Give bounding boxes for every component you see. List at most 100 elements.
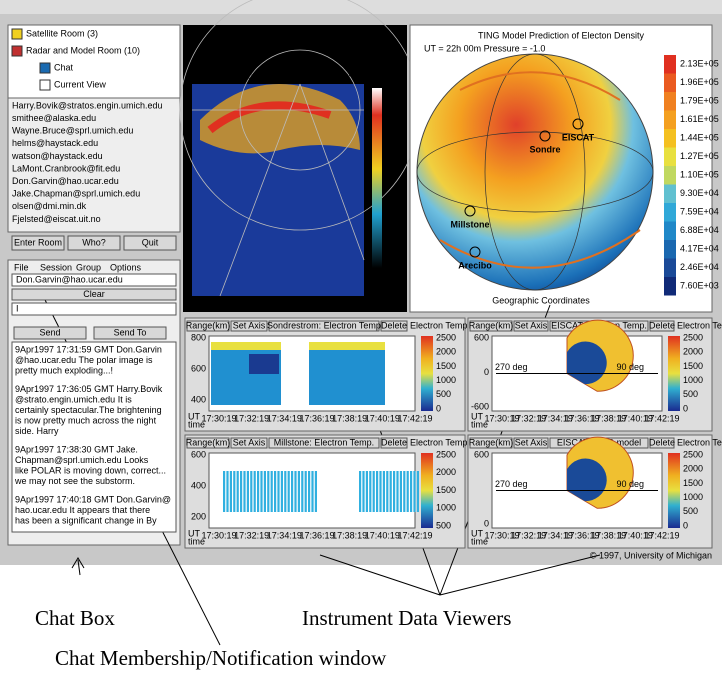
site-label: Sondre (529, 144, 560, 154)
data-bar (226, 471, 228, 512)
image-scale: 0 (386, 258, 391, 268)
viewer-button-label: Range(km) (186, 437, 231, 447)
chat-line: 9Apr1997 17:31:59 GMT Don.Garvin (15, 344, 162, 354)
y-tick-label: 400 (191, 394, 206, 404)
member: helms@haystack.edu (12, 138, 98, 148)
y-tick-label: 200 (191, 511, 206, 521)
x-tick-label: 17:42:19 (397, 413, 432, 423)
model-scale-swatch (664, 203, 676, 222)
chat-line: 9Apr1997 17:36:05 GMT Harry.Bovik (15, 384, 163, 394)
x-tick-label: 17:32:19 (234, 530, 269, 540)
data-block (309, 342, 385, 405)
model-scale-label: 7.60E+03 (680, 280, 719, 290)
model-scale-label: 2.46E+04 (680, 262, 719, 272)
model-scale-label: 9.30E+04 (680, 188, 719, 198)
data-bar (417, 471, 419, 512)
chat-line: @hao.ucar.edu The polar image is (15, 355, 153, 365)
model-scale-swatch (664, 55, 676, 74)
data-bar (301, 471, 303, 512)
member: Harry.Bovik@stratos.engin.umich.edu (12, 100, 163, 110)
data-bar (291, 471, 293, 512)
y-tick-label: 600 (191, 449, 206, 459)
model-scale-swatch (664, 222, 676, 241)
data-bar (281, 471, 283, 512)
model-scale-swatch (664, 259, 676, 278)
model-scale-swatch (664, 129, 676, 148)
chat-line: has been a significant change in By (15, 515, 157, 525)
angle-label: 270 deg (495, 362, 528, 372)
data-bar (410, 471, 412, 512)
colorbar-tick: 2500 (683, 332, 703, 342)
chat-line: side. Harry (15, 426, 59, 436)
data-bar (288, 471, 290, 512)
site-label: Millstone (450, 219, 489, 229)
x-tick-label: 17:36:19 (299, 413, 334, 423)
colorbar-tick: 1000 (436, 503, 456, 513)
room-icon (12, 46, 22, 56)
colorbar-tick: 2000 (683, 347, 703, 357)
model-scale-swatch (664, 185, 676, 204)
model-scale-swatch (664, 74, 676, 93)
room-icon (40, 63, 50, 73)
globe (417, 54, 653, 290)
room-icon (12, 29, 22, 39)
annotation: Chat Box (35, 606, 115, 630)
viewer-colorbar (421, 453, 433, 528)
data-bar (362, 471, 364, 512)
screenshot: Satellite Room (3)Radar and Model Room (… (0, 0, 722, 673)
clear-button-label: Clear (83, 289, 105, 299)
colorbar-tick: 0 (436, 403, 441, 413)
angle-label: 90 deg (617, 362, 645, 372)
data-bar (315, 471, 317, 512)
data-bar (254, 471, 256, 512)
data-bar (396, 471, 398, 512)
data-bar (305, 471, 307, 512)
data-bar (403, 471, 405, 512)
image-colorbar (372, 88, 382, 268)
chat-button-label: Send To (114, 327, 147, 337)
colorbar-tick: 1500 (683, 478, 703, 488)
model-scale-label: 4.17E+04 (680, 243, 719, 253)
x-tick-label: 17:32:19 (234, 413, 269, 423)
x-tick-label: 17:30:19 (201, 413, 236, 423)
data-bar (267, 471, 269, 512)
room-item: Satellite Room (3) (26, 28, 98, 38)
model-scale-label: 7.59E+04 (680, 206, 719, 216)
image-scale: 30 (386, 129, 396, 139)
data-bar (393, 471, 395, 512)
viewer-button-label: Set Axis (233, 320, 266, 330)
colorbar-tick: 500 (436, 520, 451, 530)
colorbar-tick: 2000 (436, 467, 456, 477)
x-tick-label: 17:30:19 (201, 530, 236, 540)
viewer-button-label: Set Axis (515, 437, 548, 447)
viewer-colorbar (668, 453, 680, 528)
colorbar-title: Electron Temp (410, 437, 467, 447)
data-block (249, 354, 279, 374)
y-tick-label: 0 (484, 518, 489, 528)
colorbar-tick: 500 (683, 506, 698, 516)
viewer-colorbar (668, 336, 680, 411)
data-bar (247, 471, 249, 512)
data-bar (240, 471, 242, 512)
colorbar-tick: 2500 (683, 449, 703, 459)
room-button-label: Quit (142, 237, 159, 247)
model-scale-swatch (664, 166, 676, 185)
member: Jake.Chapman@sprl.umich.edu (12, 189, 140, 199)
y-tick-label: 400 (191, 480, 206, 490)
colorbar-tick: 500 (436, 389, 451, 399)
data-bar (376, 471, 378, 512)
viewer-button-label: Set Axis (233, 437, 266, 447)
x-tick-label: 17:36:19 (299, 530, 334, 540)
x-tick-label: 17:42:19 (644, 413, 679, 423)
data-bar (366, 471, 368, 512)
data-bar (233, 471, 235, 512)
x-tick-label: 17:42:19 (397, 530, 432, 540)
chat-input (12, 303, 176, 315)
chat-menu: Group (76, 262, 101, 272)
data-bar (257, 471, 259, 512)
model-scale-label: 1.10E+05 (680, 169, 719, 179)
room-item: Chat (54, 62, 74, 72)
data-bar (369, 471, 371, 512)
colorbar-tick: 500 (683, 389, 698, 399)
chat-line: like POLAR is moving down, correct... (15, 465, 166, 475)
